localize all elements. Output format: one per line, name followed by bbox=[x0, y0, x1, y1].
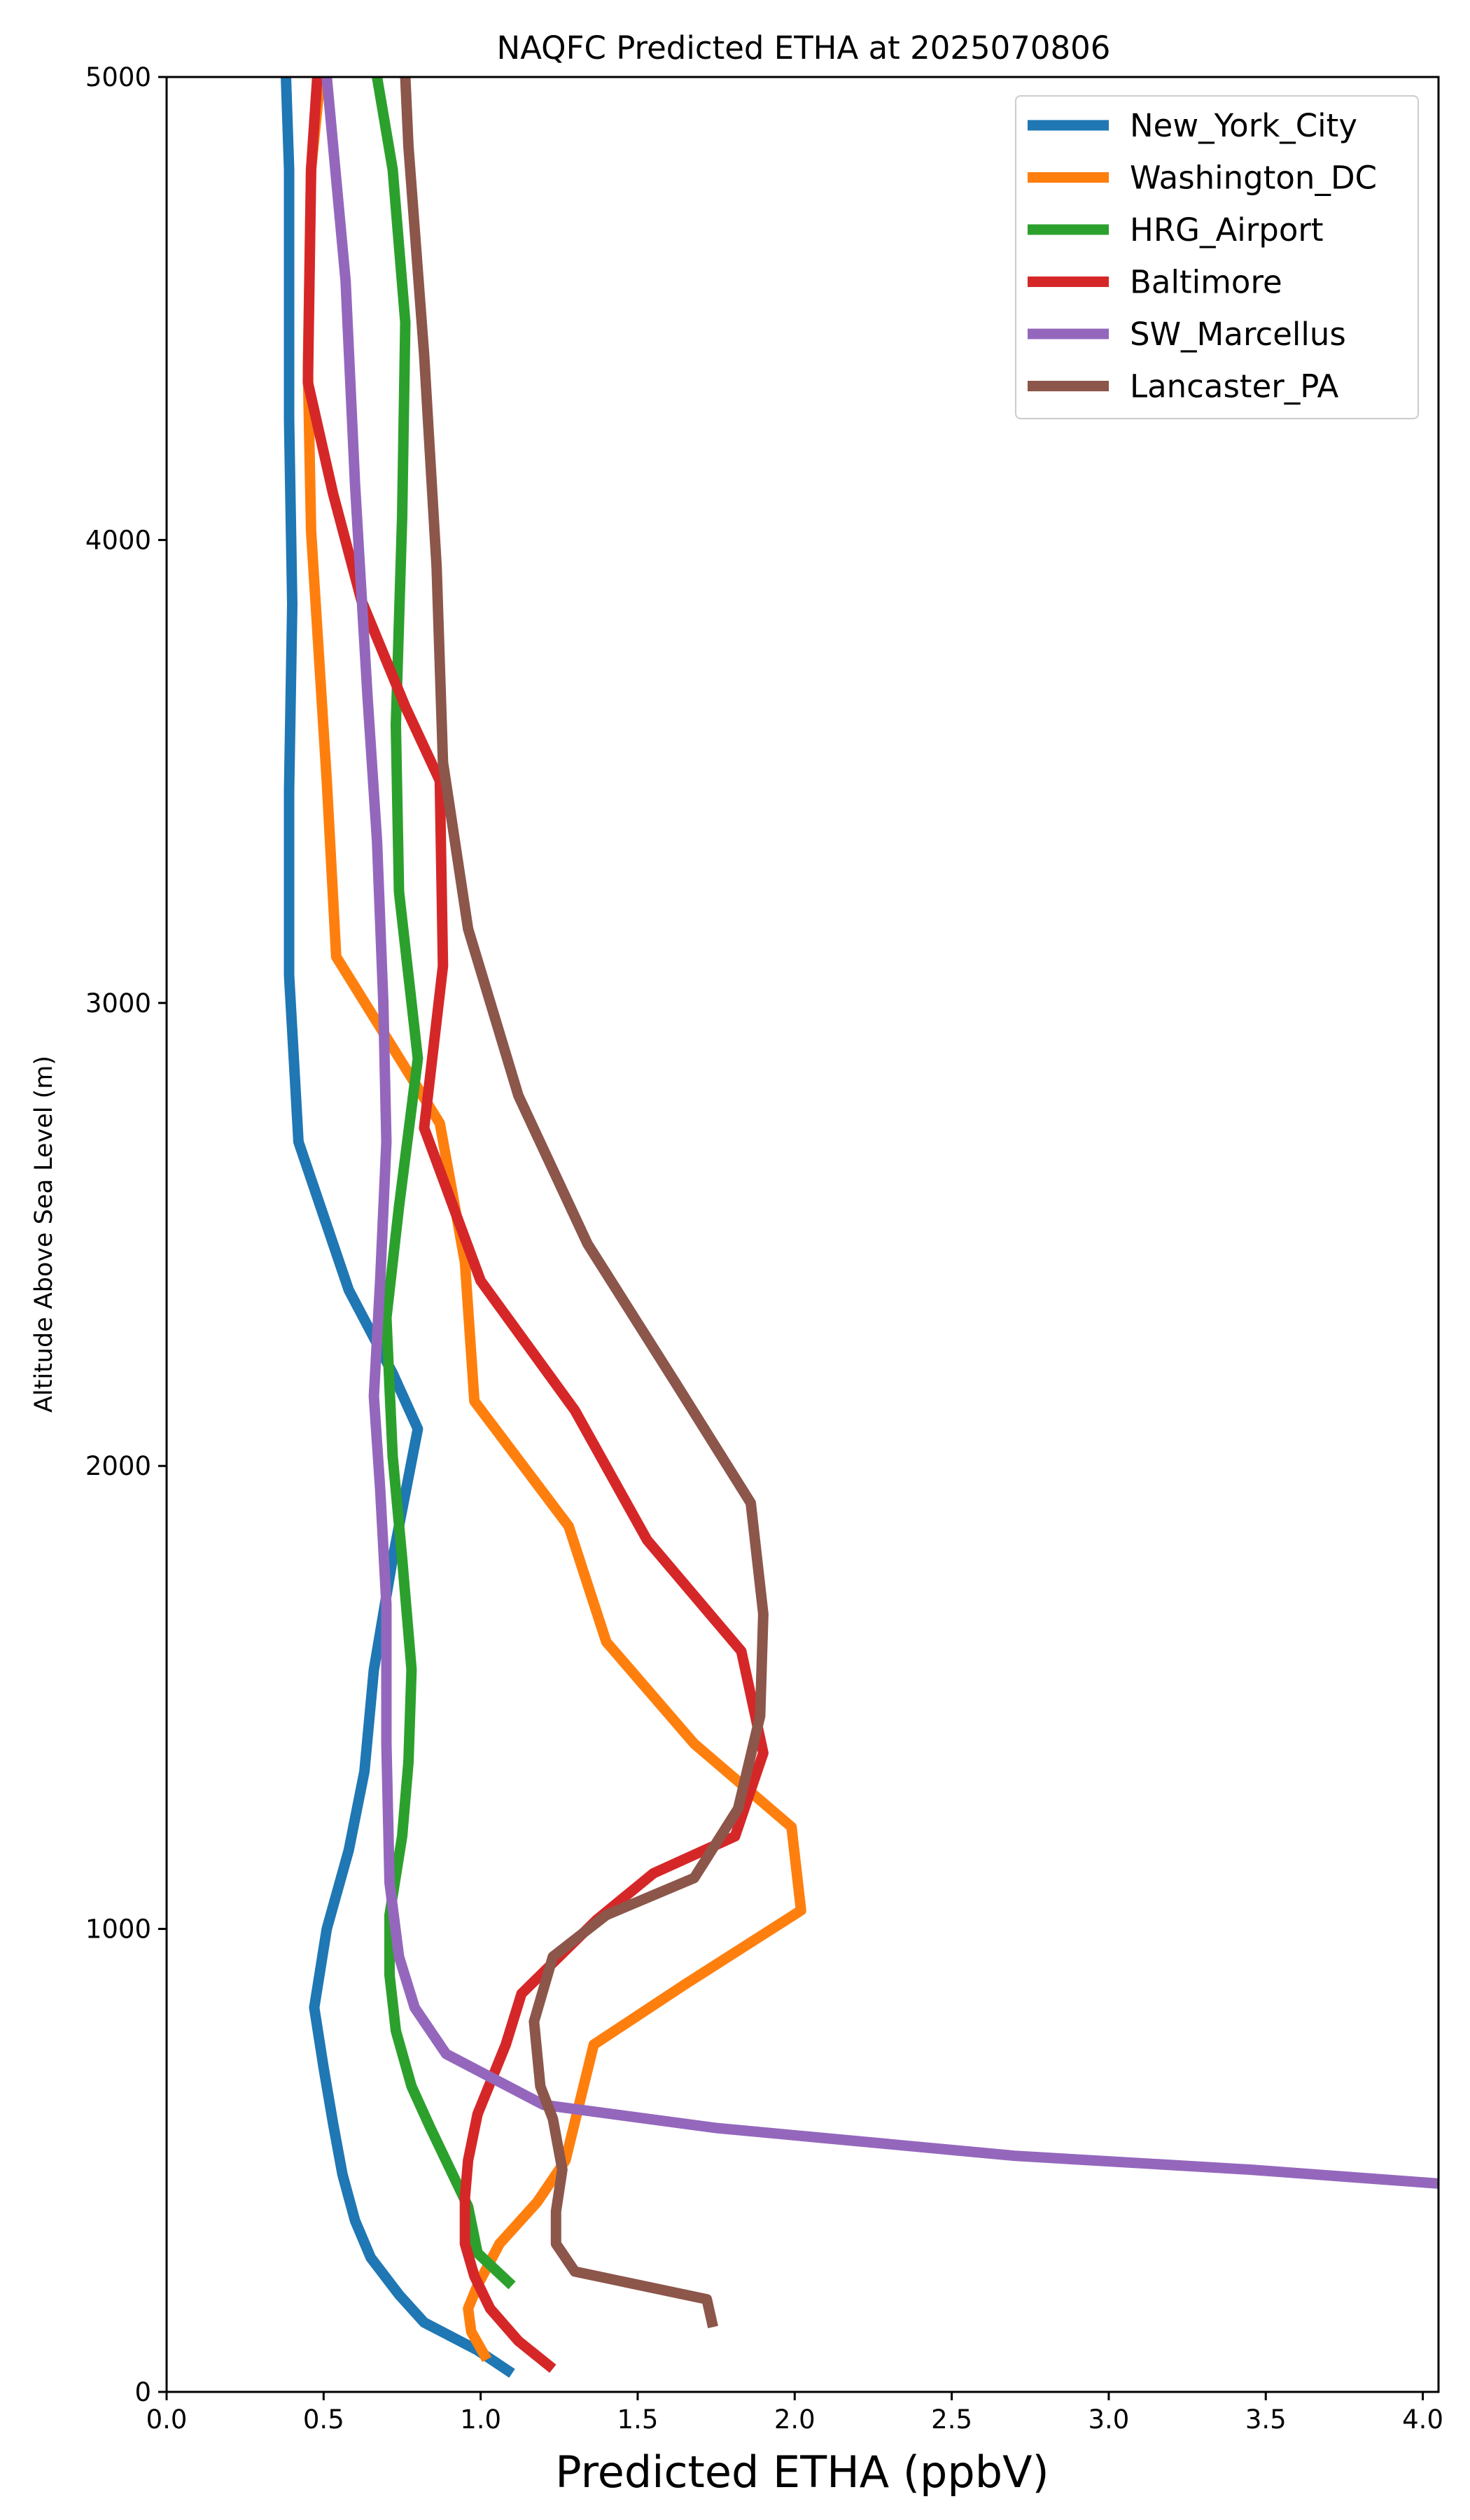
y-tick-label: 5000 bbox=[85, 62, 151, 92]
x-tick-label: 2.5 bbox=[931, 2404, 972, 2435]
plot-area-frame bbox=[165, 76, 1440, 2393]
y-tick-label: 3000 bbox=[85, 988, 151, 1018]
series-layer bbox=[281, 77, 1438, 2378]
x-axis-label: Predicted ETHA (ppbV) bbox=[555, 2446, 1049, 2498]
series-line-washington-dc bbox=[302, 77, 806, 2362]
legend: New_York_City Washington_DC HRG_Airport Bal… bbox=[1015, 95, 1419, 419]
legend-label-hrg-airport: HRG_Airport bbox=[1130, 211, 1324, 248]
legend-label-sw-marcellus: SW_Marcellus bbox=[1130, 316, 1346, 353]
legend-label-new-york-city: New_York_City bbox=[1130, 107, 1357, 144]
series-line-hrg-airport bbox=[372, 77, 516, 2290]
x-tick-label: 1.5 bbox=[617, 2404, 659, 2435]
chart-title: NAQFC Predicted ETHA at 2025070806 bbox=[497, 29, 1111, 66]
x-tick-label: 0.0 bbox=[146, 2404, 188, 2435]
legend-label-baltimore: Baltimore bbox=[1130, 264, 1282, 301]
legend-label-lancaster-pa: Lancaster_PA bbox=[1130, 368, 1339, 405]
series-line-lancaster-pa bbox=[400, 77, 769, 2329]
x-tick-label: 0.5 bbox=[303, 2404, 344, 2435]
y-axis-label: Altitude Above Sea Level (m) bbox=[30, 1056, 58, 1413]
y-tick-label: 2000 bbox=[85, 1451, 151, 1481]
series-line-sw-marcellus bbox=[321, 77, 1438, 2189]
x-tick-label: 3.5 bbox=[1245, 2404, 1287, 2435]
legend-label-washington-dc: Washington_DC bbox=[1130, 160, 1377, 197]
x-tick-label: 3.0 bbox=[1088, 2404, 1130, 2435]
y-tick-label: 1000 bbox=[85, 1914, 151, 1945]
x-axis: 0.0 0.5 1.0 1.5 2.0 2.5 3.0 3.5 4.0 bbox=[146, 2392, 1443, 2435]
x-tick-label: 1.0 bbox=[460, 2404, 501, 2435]
y-tick-label: 0 bbox=[134, 2377, 151, 2407]
series-line-baltimore bbox=[302, 77, 769, 2373]
series-line-new-york-city bbox=[281, 77, 515, 2378]
legend-box bbox=[1015, 95, 1419, 419]
x-tick-label: 4.0 bbox=[1402, 2404, 1443, 2435]
y-axis: 0 1000 2000 3000 4000 5000 bbox=[85, 62, 167, 2407]
y-tick-label: 4000 bbox=[85, 525, 151, 555]
x-tick-label: 2.0 bbox=[774, 2404, 816, 2435]
